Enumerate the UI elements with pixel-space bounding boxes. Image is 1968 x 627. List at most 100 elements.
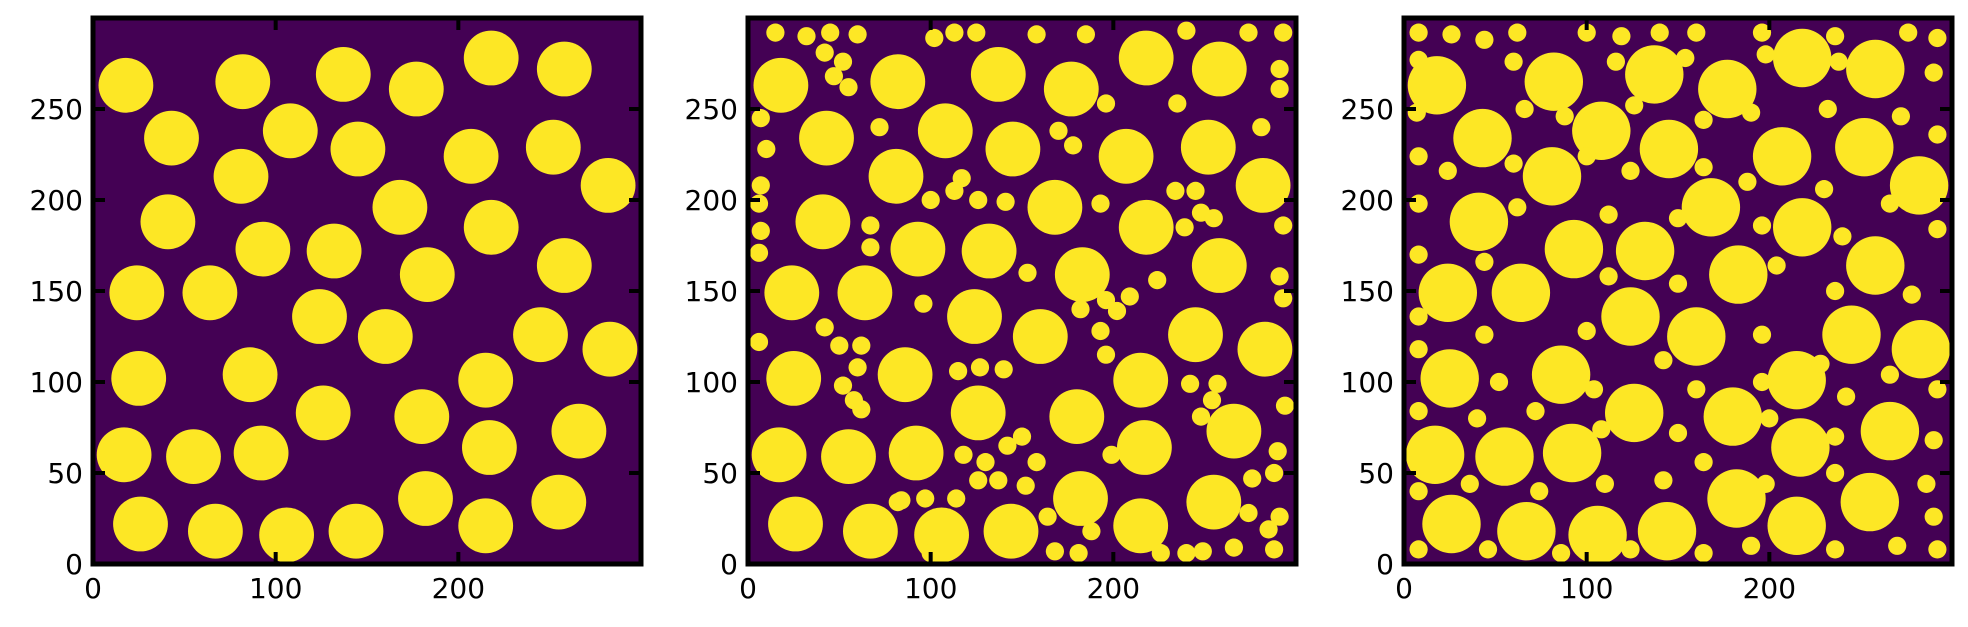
particle [1552,544,1571,563]
particle [1409,482,1428,501]
particle [749,243,769,262]
particle [388,61,444,117]
particle [1612,27,1631,46]
particle [398,471,453,526]
particle [795,194,851,250]
particle [235,221,291,277]
particle [1409,194,1428,213]
particle [1606,52,1625,71]
particle [463,30,519,86]
particle [1829,52,1848,71]
particle [1180,119,1236,175]
particle [1175,218,1194,237]
particle [394,389,450,444]
particle [1274,23,1293,42]
particle [1707,469,1766,528]
particle [1584,380,1604,399]
particle [797,27,816,46]
particle [1082,522,1101,541]
particle [1181,374,1200,393]
particle [222,347,278,403]
particle [1113,498,1169,554]
particle [1738,172,1757,191]
particle [1928,380,1947,399]
particle [1555,107,1574,126]
panel-3: 0 100 200 0 50 100 150 200 250 [1341,15,1955,605]
particle [1698,59,1757,119]
particle [1542,423,1602,483]
particle [1889,156,1949,215]
particle [1833,227,1852,246]
particle [753,57,809,113]
particle [1742,103,1761,122]
particle [848,358,867,377]
particle [1064,136,1083,155]
particle [1924,507,1943,526]
particle [1117,420,1172,475]
particle [1846,236,1905,295]
particle [443,128,499,184]
particle [1265,540,1284,559]
particle [945,23,964,42]
particle [1826,27,1845,46]
particle [1687,380,1706,399]
particle [1530,482,1549,501]
particle [1760,409,1779,428]
particle [1098,128,1154,184]
particle [1595,474,1614,493]
particle [969,190,988,210]
particle [1049,121,1068,140]
y-tick-label: 150 [1341,275,1394,308]
particle [1902,285,1921,304]
panel-2: 0 100 200 0 50 100 150 200 250 [685,15,1299,605]
y-tick-label: 250 [685,93,738,126]
particle [1449,192,1509,251]
particle [848,25,867,44]
particle [998,436,1017,455]
particle [1767,496,1826,555]
particle [996,192,1015,211]
particle [140,194,196,250]
particle [1096,345,1116,364]
particle [1687,23,1706,42]
particle [1489,372,1509,392]
particle [1846,39,1905,99]
particle [536,41,592,97]
particle [1204,209,1223,228]
particle [925,28,944,48]
particle [1891,107,1910,126]
particle [1773,28,1832,88]
particle [947,289,1002,344]
particle [1767,256,1786,275]
particle [1191,238,1247,293]
y-tick-label: 50 [702,457,738,490]
particle [1742,536,1761,555]
particle [1096,94,1116,113]
particle [1899,23,1918,42]
particle [1118,30,1174,86]
particle [113,496,168,552]
particle [1206,403,1262,459]
particle [861,216,880,235]
particle [1599,205,1618,224]
particle [1621,161,1640,180]
x-tick-label: 100 [1560,572,1613,605]
particle [357,309,413,364]
particle [1018,263,1037,282]
particle [947,489,966,508]
particle [1880,194,1899,213]
y-tick-label: 250 [1341,93,1394,126]
particle [1928,125,1947,144]
particle-layer [96,30,638,563]
particle [1177,544,1196,563]
particle [399,247,455,302]
particle [1572,101,1631,160]
particle [306,223,362,279]
particle [1453,108,1512,168]
particle [1166,181,1185,200]
particle [751,221,770,240]
particle [1756,45,1775,64]
particle [525,119,581,175]
particle [295,385,351,441]
particle [372,179,428,235]
